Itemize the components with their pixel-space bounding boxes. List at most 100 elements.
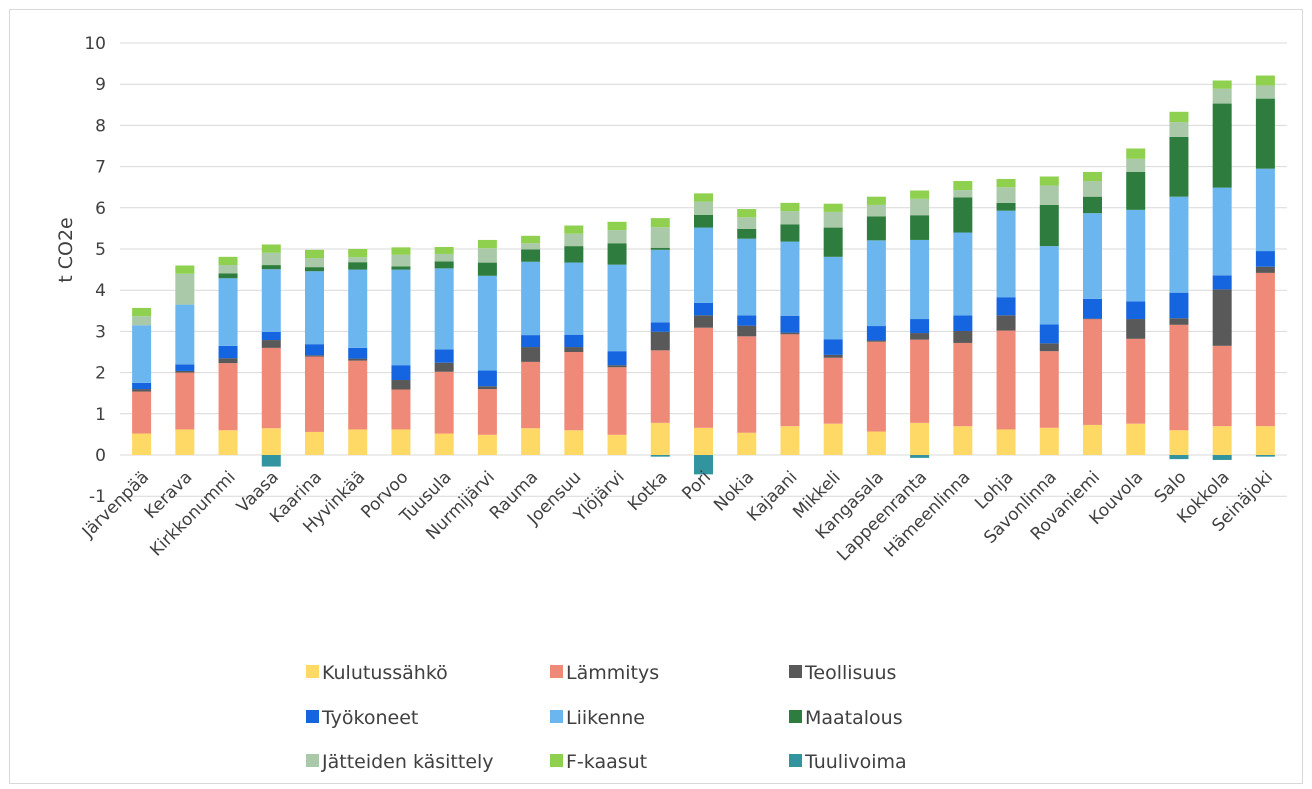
bar-segment [823,227,843,257]
bar-segment [1255,85,1275,99]
bar-segment [175,304,195,365]
bar-segment [953,315,973,331]
bar-segment [348,429,368,455]
legend-swatch [306,665,319,678]
bar-segment [348,262,368,270]
bar-segment [953,330,973,343]
bar-segment [132,389,152,392]
bar-segment [1039,176,1059,186]
legend-label: Työkoneet [321,707,418,729]
bar-segment [564,334,584,348]
bar-segment [650,247,670,250]
bar-segment [1083,171,1102,182]
bar-segment [737,315,757,326]
bar-segment [391,389,411,430]
bar-segment [175,273,195,305]
y-tick-label: 9 [95,75,106,95]
bar-segment [694,455,713,475]
bar-segment [132,433,152,455]
bar-segment [564,246,584,263]
bar-segment [823,339,843,355]
bar-segment [132,307,152,317]
bar-segment [218,363,238,431]
bar-segment [737,217,757,229]
bar-segment [477,275,497,371]
bar-segment [650,455,670,457]
bar-segment [261,340,281,348]
bar-segment [1039,204,1059,247]
bar-segment [650,249,670,323]
bar-segment [564,233,584,247]
bar-segment [996,330,1016,430]
bar-segment [391,269,411,366]
bar-segment [694,214,713,228]
y-tick-label: 10 [84,34,106,54]
bar-segment [780,224,800,242]
y-tick-label: 5 [95,240,106,260]
bar-segment [391,380,411,390]
bar-segment [434,253,454,262]
legend-swatch [306,710,319,723]
bar-segment [564,225,584,234]
bar-segment [866,204,886,217]
bar-segment [737,336,757,433]
bar-segment [348,249,368,258]
legend-swatch [789,710,802,723]
bar-segment [1039,351,1059,428]
bar-segment [607,264,627,352]
bar-segment [650,227,670,248]
bar-segment [261,331,281,341]
bar-segment [650,331,670,351]
bar-segment [1126,148,1146,159]
bar-segment [477,386,497,390]
bar-segment [910,190,930,199]
bar-segment [1169,111,1189,123]
bar-segment [132,325,152,383]
bar-segment [996,429,1016,455]
bar-segment [521,335,541,348]
bar-segment [1255,266,1275,273]
bar-segment [996,297,1016,316]
bar-segment [477,239,497,249]
legend-swatch [550,710,563,723]
y-tick-label: 2 [95,364,106,384]
bar-segment [1169,455,1189,460]
bar-segment [694,201,713,215]
bar-segment [477,389,497,435]
bar-segment [305,344,324,356]
bar-segment [305,267,324,272]
bar-segment [175,372,195,430]
y-tick-label: 0 [95,446,106,466]
bar-segment [1255,75,1275,86]
bar-segment [175,370,195,373]
bars [132,75,1275,475]
bar-segment [218,278,238,346]
bar-segment [953,342,973,427]
bar-segment [607,367,627,435]
bar-segment [1212,103,1232,188]
bar-segment [607,351,627,366]
bar-segment [866,240,886,327]
bar-segment [780,315,800,333]
bar-segment [823,256,843,340]
bar-segment [1212,187,1232,276]
bar-segment [1212,345,1232,427]
bar-segment [521,347,541,362]
bar-segment [218,345,238,359]
bar-segment [996,315,1016,331]
bar-segment [391,254,411,267]
bar-segment [1126,319,1146,339]
bar-segment [737,228,757,239]
bar-segment [1255,168,1275,252]
bar-segment [218,430,238,455]
bar-segment [780,334,800,427]
bar-segment [564,352,584,431]
bar-segment [737,238,757,316]
bar-segment [218,273,238,279]
bar-segment [1212,88,1232,104]
bar-segment [953,232,973,316]
bar-segment [1255,98,1275,169]
bar-segment [1169,136,1189,197]
bar-segment [823,357,843,424]
